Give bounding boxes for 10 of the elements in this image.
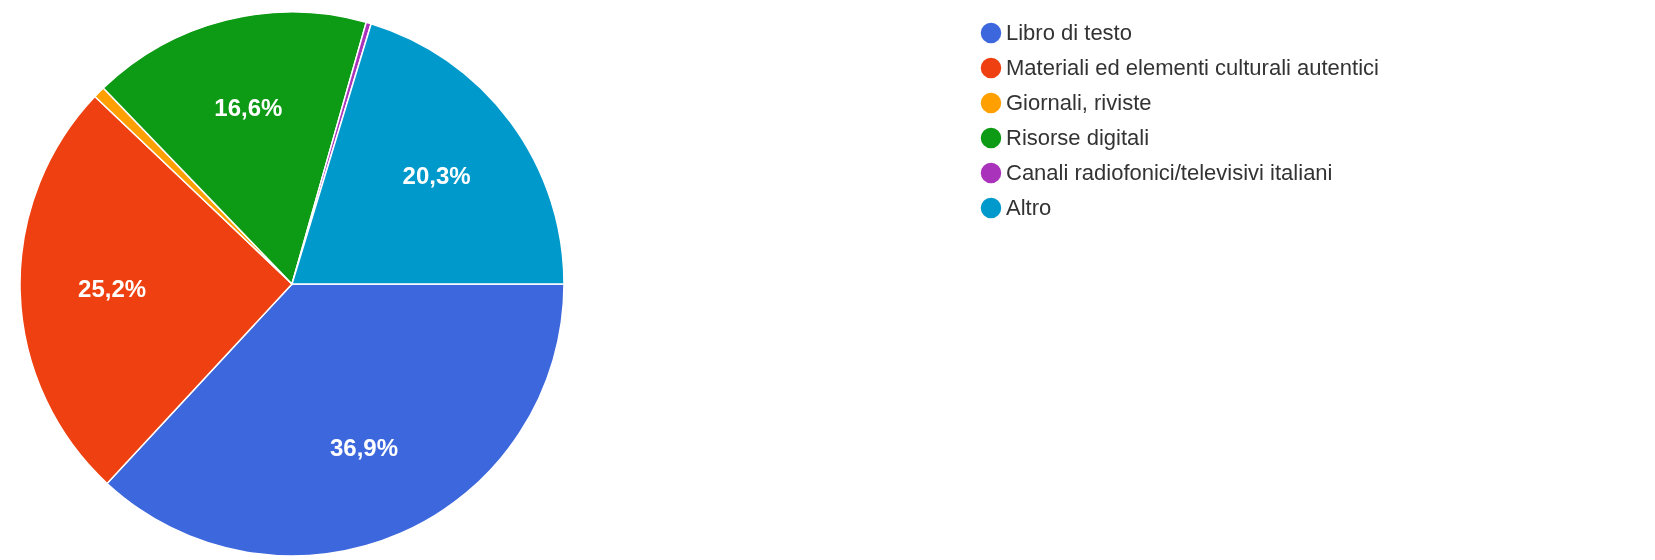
legend-label: Materiali ed elementi culturali autentici	[1006, 55, 1379, 80]
data-label: 36,9%	[329, 433, 399, 461]
data-label: 25,2%	[78, 274, 147, 302]
legend-label: Giornali, riviste	[1006, 90, 1152, 115]
legend-label: Canali radiofonici/televisivi italiani	[1006, 160, 1333, 185]
legend-label: Libro di testo	[1006, 20, 1132, 45]
legend-label: Risorse digitali	[1006, 125, 1150, 150]
data-label: 20,3%	[402, 161, 471, 189]
data-label: 16,6%	[214, 94, 283, 122]
legend-label: Altro	[1006, 195, 1052, 220]
